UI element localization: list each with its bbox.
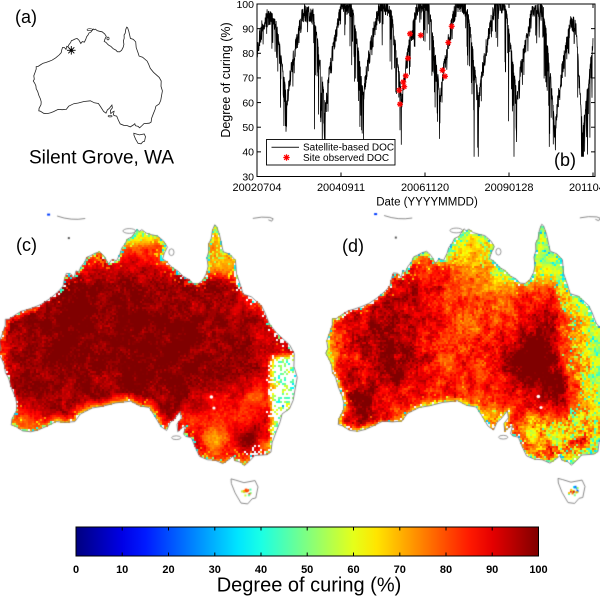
svg-text:Degree of curing (%): Degree of curing (%) [219,22,233,137]
svg-text:70: 70 [242,73,254,85]
svg-text:50: 50 [301,564,313,576]
svg-text:20020704: 20020704 [233,182,282,194]
svg-text:70: 70 [394,564,406,576]
svg-text:Silent Grove, WA: Silent Grove, WA [29,148,174,169]
svg-text:Date (YYYYMMDD): Date (YYYYMMDD) [376,197,478,209]
svg-text:20110408: 20110408 [569,182,600,194]
svg-text:Site observed DOC: Site observed DOC [303,153,389,164]
svg-text:(d): (d) [342,236,364,256]
svg-text:20: 20 [162,564,174,576]
svg-text:80: 80 [242,48,254,60]
svg-text:Degree of curing (%): Degree of curing (%) [217,575,402,597]
svg-text:90: 90 [242,23,254,35]
svg-text:0: 0 [73,564,79,576]
svg-text:100: 100 [236,0,254,11]
svg-text:Satellite-based DOC: Satellite-based DOC [303,143,394,154]
svg-text:20090128: 20090128 [485,182,534,194]
svg-text:(a): (a) [15,7,37,27]
svg-text:30: 30 [242,171,254,183]
svg-text:60: 60 [242,97,254,109]
svg-text:40: 40 [255,564,267,576]
svg-text:30: 30 [209,564,221,576]
svg-text:60: 60 [347,564,359,576]
svg-text:100: 100 [529,564,547,576]
svg-text:20061120: 20061120 [401,182,449,194]
svg-text:50: 50 [242,122,254,134]
svg-text:20040911: 20040911 [317,182,365,194]
svg-text:10: 10 [116,564,128,576]
svg-text:40: 40 [242,147,254,159]
svg-text:90: 90 [486,564,498,576]
svg-text:(b): (b) [554,150,576,170]
svg-text:(c): (c) [16,235,37,255]
svg-text:80: 80 [440,564,452,576]
